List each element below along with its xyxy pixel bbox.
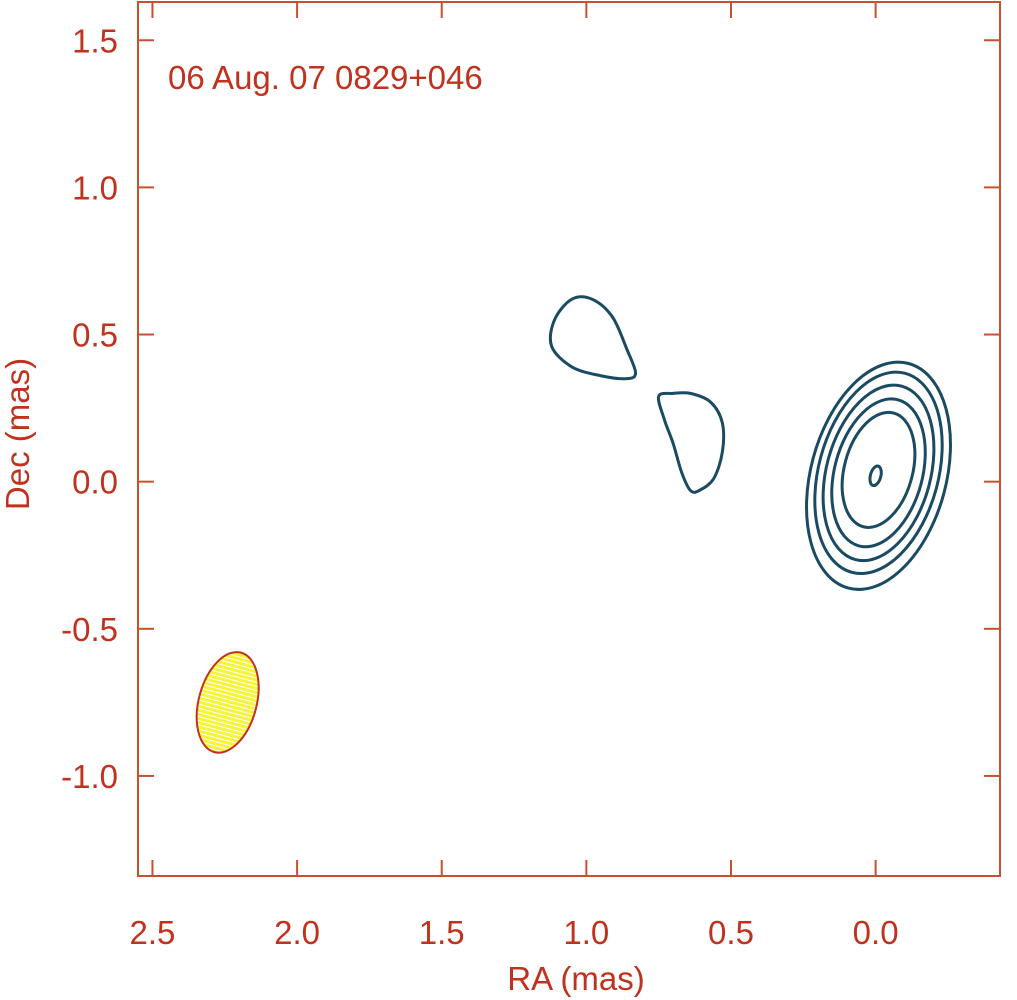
y-tick-label: 0.5: [72, 317, 118, 354]
jet-component-a-contour: [548, 295, 638, 381]
core-contour: [840, 410, 917, 529]
contour-lines: [548, 295, 952, 591]
x-axis-title: RA (mas): [507, 960, 645, 997]
plot-frame: [137, 1, 1001, 877]
y-tick-label: 1.0: [72, 169, 118, 206]
core-contour: [805, 360, 952, 591]
x-tick-label: 1.5: [419, 914, 465, 951]
jet-component-b-contour: [656, 391, 726, 494]
y-tick-label: 1.5: [72, 22, 118, 59]
beam-ellipse: [195, 651, 260, 754]
restoring-beam: [195, 651, 260, 754]
x-tick-label: 2.0: [274, 914, 320, 951]
y-tick-label: -1.0: [61, 758, 118, 795]
x-tick-label: 1.0: [563, 914, 609, 951]
y-tick-label: -0.5: [61, 611, 118, 648]
x-tick-label: 2.5: [130, 914, 176, 951]
core-contour: [830, 397, 927, 549]
y-tick-label: 0.0: [72, 464, 118, 501]
plot-border: [137, 1, 1001, 877]
core-contour: [813, 370, 944, 576]
axis-ticks: 2.5 2.0 1.5 1.0 0.5 0.0 1.5 1.0 0.5 0.0 -0.5 -1.0: [61, 2, 1000, 951]
x-tick-label: 0.0: [853, 914, 899, 951]
y-axis-title: Dec (mas): [0, 358, 36, 510]
core-contour: [821, 383, 936, 563]
core-contour: [868, 464, 883, 488]
epoch-source-annotation: 06 Aug. 07 0829+046: [168, 59, 483, 96]
x-tick-label: 0.5: [708, 914, 754, 951]
